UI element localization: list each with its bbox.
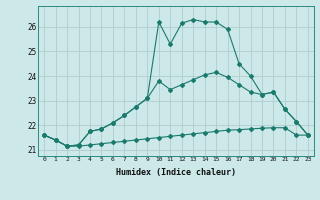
X-axis label: Humidex (Indice chaleur): Humidex (Indice chaleur): [116, 168, 236, 177]
